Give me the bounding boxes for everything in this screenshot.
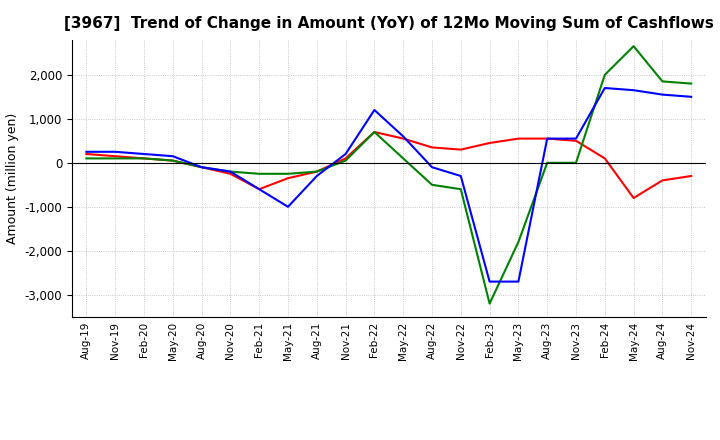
Investing Cashflow <box>168 158 177 163</box>
Investing Cashflow <box>658 79 667 84</box>
Operating Cashflow <box>255 187 264 192</box>
Operating Cashflow <box>600 156 609 161</box>
Operating Cashflow <box>485 140 494 146</box>
Investing Cashflow <box>572 160 580 165</box>
Free Cashflow <box>284 204 292 209</box>
Operating Cashflow <box>111 154 120 159</box>
Investing Cashflow <box>456 187 465 192</box>
Free Cashflow <box>600 85 609 91</box>
Investing Cashflow <box>82 156 91 161</box>
Investing Cashflow <box>600 72 609 77</box>
Investing Cashflow <box>514 239 523 245</box>
Investing Cashflow <box>284 171 292 176</box>
Operating Cashflow <box>226 171 235 176</box>
Operating Cashflow <box>82 151 91 157</box>
Operating Cashflow <box>543 136 552 141</box>
Operating Cashflow <box>370 129 379 135</box>
Investing Cashflow <box>341 158 350 163</box>
Title: [3967]  Trend of Change in Amount (YoY) of 12Mo Moving Sum of Cashflows: [3967] Trend of Change in Amount (YoY) o… <box>64 16 714 32</box>
Free Cashflow <box>687 94 696 99</box>
Free Cashflow <box>514 279 523 284</box>
Free Cashflow <box>140 151 148 157</box>
Operating Cashflow <box>629 195 638 201</box>
Free Cashflow <box>543 136 552 141</box>
Operating Cashflow <box>687 173 696 179</box>
Operating Cashflow <box>341 156 350 161</box>
Free Cashflow <box>370 107 379 113</box>
Operating Cashflow <box>658 178 667 183</box>
Free Cashflow <box>255 187 264 192</box>
Line: Operating Cashflow: Operating Cashflow <box>86 132 691 198</box>
Free Cashflow <box>399 134 408 139</box>
Free Cashflow <box>312 173 321 179</box>
Operating Cashflow <box>399 136 408 141</box>
Free Cashflow <box>572 136 580 141</box>
Investing Cashflow <box>485 301 494 306</box>
Investing Cashflow <box>687 81 696 86</box>
Free Cashflow <box>629 88 638 93</box>
Operating Cashflow <box>168 158 177 163</box>
Investing Cashflow <box>140 156 148 161</box>
Operating Cashflow <box>197 165 206 170</box>
Investing Cashflow <box>111 156 120 161</box>
Line: Free Cashflow: Free Cashflow <box>86 88 691 282</box>
Operating Cashflow <box>140 156 148 161</box>
Free Cashflow <box>456 173 465 179</box>
Investing Cashflow <box>197 165 206 170</box>
Investing Cashflow <box>428 182 436 187</box>
Operating Cashflow <box>428 145 436 150</box>
Free Cashflow <box>226 169 235 174</box>
Operating Cashflow <box>572 138 580 143</box>
Free Cashflow <box>485 279 494 284</box>
Y-axis label: Amount (million yen): Amount (million yen) <box>6 113 19 244</box>
Free Cashflow <box>428 165 436 170</box>
Free Cashflow <box>168 154 177 159</box>
Investing Cashflow <box>255 171 264 176</box>
Investing Cashflow <box>226 169 235 174</box>
Investing Cashflow <box>370 129 379 135</box>
Free Cashflow <box>82 149 91 154</box>
Operating Cashflow <box>284 176 292 181</box>
Free Cashflow <box>197 165 206 170</box>
Investing Cashflow <box>629 44 638 49</box>
Investing Cashflow <box>399 156 408 161</box>
Operating Cashflow <box>312 169 321 174</box>
Operating Cashflow <box>514 136 523 141</box>
Free Cashflow <box>658 92 667 97</box>
Investing Cashflow <box>312 169 321 174</box>
Investing Cashflow <box>543 160 552 165</box>
Free Cashflow <box>111 149 120 154</box>
Line: Investing Cashflow: Investing Cashflow <box>86 46 691 304</box>
Free Cashflow <box>341 151 350 157</box>
Operating Cashflow <box>456 147 465 152</box>
